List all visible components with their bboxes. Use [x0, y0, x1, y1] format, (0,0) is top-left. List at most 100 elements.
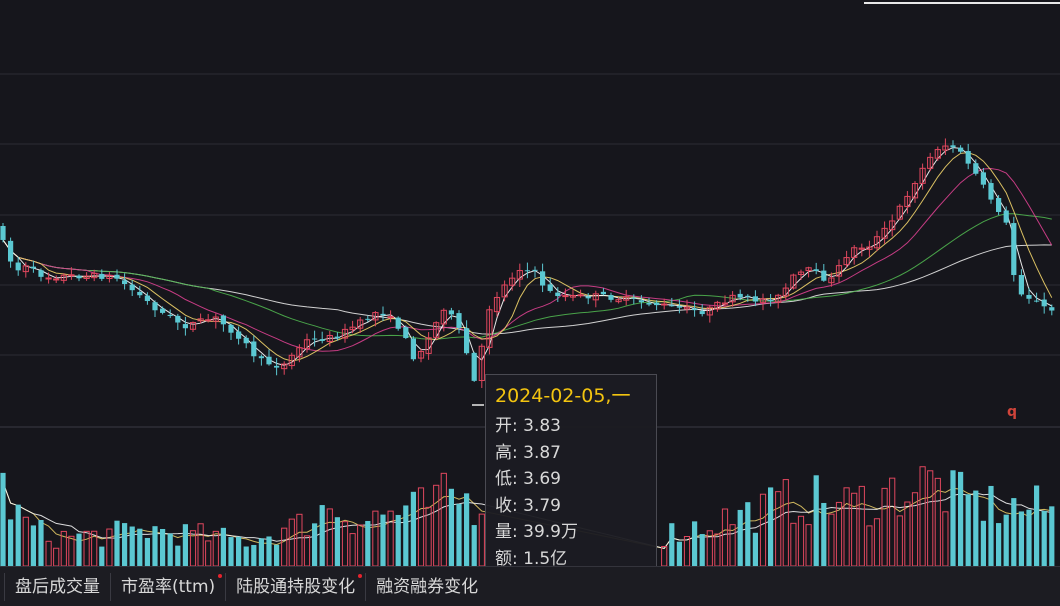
tooltip-row-open: 开: 3.83	[495, 416, 561, 436]
volume-bar	[980, 520, 986, 566]
tab-collapsed[interactable]	[0, 572, 5, 601]
volume-bar	[661, 545, 668, 567]
candle	[683, 299, 691, 314]
volume-bar	[326, 508, 333, 567]
volume-bar	[759, 493, 767, 567]
tab-after-hours-volume[interactable]: 盘后成交量	[5, 572, 111, 601]
volume-bar	[197, 523, 204, 567]
volume-bar	[8, 519, 14, 566]
candle	[91, 269, 98, 282]
volume-bar	[0, 472, 6, 566]
volume-bar	[76, 533, 82, 566]
candle	[745, 294, 751, 302]
ma60-line	[2, 213, 1052, 340]
candle	[737, 289, 743, 301]
volume-bar	[919, 466, 926, 567]
candle	[456, 310, 462, 334]
tab-northbound-holdings[interactable]: 陆股通持股变化	[226, 572, 367, 601]
volume-bar	[942, 511, 949, 567]
volume-bar	[243, 546, 249, 566]
candle	[980, 168, 986, 189]
candle	[167, 309, 173, 319]
candle	[729, 291, 736, 307]
volume-bar	[692, 521, 698, 566]
volume-bar	[714, 533, 721, 567]
volume-bar	[274, 544, 280, 566]
new-badge-icon	[358, 573, 363, 578]
volume-ma-line	[2, 482, 1052, 549]
candle	[274, 357, 280, 376]
candle	[212, 313, 219, 329]
candle	[934, 146, 941, 161]
candle	[403, 325, 409, 340]
candle	[585, 293, 591, 305]
ma20-line	[2, 167, 1053, 352]
candle	[821, 264, 827, 282]
candle	[881, 221, 888, 244]
tooltip-row-low: 低: 3.69	[495, 469, 561, 489]
candle	[152, 300, 158, 317]
volume-bar	[395, 514, 401, 566]
candle	[220, 314, 226, 332]
candle	[623, 289, 630, 306]
candle	[555, 287, 561, 303]
volume-bar	[68, 535, 75, 567]
volume-bar	[669, 523, 675, 566]
volume-bar	[448, 488, 454, 566]
candle	[182, 316, 188, 336]
candle	[38, 268, 44, 282]
volume-bar	[683, 535, 691, 567]
candle	[501, 280, 508, 302]
candle	[835, 259, 843, 283]
volume-bar	[114, 520, 120, 566]
volume-bar	[440, 472, 447, 567]
candle	[478, 343, 485, 388]
volume-bar	[417, 487, 425, 567]
volume-bar	[821, 502, 827, 566]
volume-bar	[410, 491, 416, 566]
volume-bar	[813, 475, 819, 566]
volume-bar	[706, 530, 713, 567]
volume-bar	[372, 510, 379, 567]
candle	[417, 348, 425, 363]
volume-bar	[1011, 498, 1017, 566]
volume-bar	[144, 537, 150, 566]
candle	[425, 332, 432, 360]
volume-bar	[1034, 485, 1040, 566]
candle	[1018, 269, 1024, 297]
candle	[775, 293, 782, 309]
volume-bar	[122, 523, 128, 566]
volume-bar	[911, 492, 919, 567]
candle	[296, 344, 303, 363]
candle	[433, 321, 440, 340]
tooltip-row-amount: 额: 1.5亿	[495, 548, 568, 569]
candle	[83, 272, 90, 281]
candle	[973, 159, 979, 176]
volume-bars	[0, 466, 1055, 567]
candle	[319, 331, 325, 344]
candle	[60, 273, 67, 284]
candle	[22, 262, 29, 278]
candle	[797, 269, 805, 280]
tab-pe-ttm[interactable]: 市盈率(ttm)	[111, 572, 227, 601]
candle	[524, 262, 530, 279]
volume-bar	[433, 484, 440, 567]
candle	[569, 289, 577, 302]
candles	[0, 138, 1055, 388]
candle	[486, 305, 493, 355]
candle	[266, 349, 272, 366]
candle	[53, 275, 60, 283]
candle	[654, 300, 660, 311]
candle	[258, 354, 264, 366]
candle	[137, 285, 143, 298]
tab-margin-trading[interactable]: 融资融券变化	[376, 576, 479, 597]
volume-bar	[83, 530, 90, 567]
volume-bar	[889, 477, 896, 567]
candle	[114, 269, 120, 282]
candle	[768, 293, 774, 307]
volume-bar	[258, 538, 264, 566]
volume-bar	[775, 491, 782, 567]
volume-bar	[676, 541, 682, 566]
volume-bar	[843, 487, 850, 567]
